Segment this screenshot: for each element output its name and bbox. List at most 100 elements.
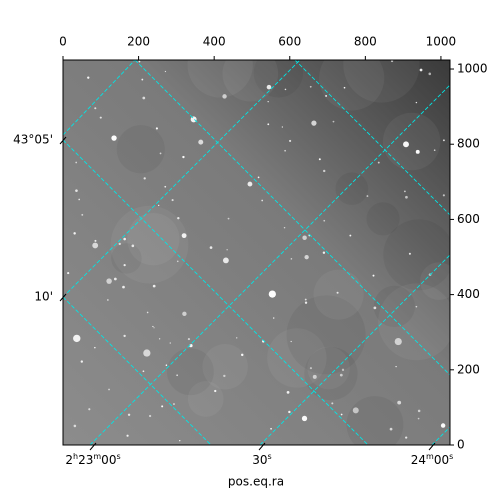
cloud xyxy=(127,212,180,266)
star xyxy=(88,408,91,411)
star xyxy=(181,233,187,239)
cloud xyxy=(111,243,142,274)
star xyxy=(92,242,99,249)
grid-line xyxy=(134,60,450,376)
star xyxy=(190,116,197,123)
x-axis-label: pos.eq.ra xyxy=(228,475,284,489)
star xyxy=(209,246,213,249)
star xyxy=(148,414,152,418)
cloud xyxy=(202,344,248,390)
star xyxy=(304,254,309,260)
x-tick-label: 0 xyxy=(59,35,67,49)
ra-tick-label: 30s xyxy=(252,452,271,467)
star xyxy=(331,402,334,405)
y-tick-label: 400 xyxy=(457,287,480,301)
star xyxy=(389,427,393,431)
cloud xyxy=(382,112,441,171)
cloud xyxy=(187,60,253,98)
star xyxy=(106,278,112,284)
star xyxy=(123,237,126,241)
cloud xyxy=(319,60,385,111)
star xyxy=(440,423,446,428)
star xyxy=(302,235,307,240)
star xyxy=(247,181,253,187)
star xyxy=(67,272,70,275)
star xyxy=(158,204,160,207)
star xyxy=(339,373,343,377)
cloud xyxy=(307,346,350,390)
star xyxy=(108,388,110,391)
star xyxy=(155,127,158,130)
star xyxy=(372,274,375,277)
star xyxy=(261,199,264,202)
dec-tick xyxy=(59,136,67,145)
cloud xyxy=(420,262,450,300)
star xyxy=(318,158,321,161)
star xyxy=(152,325,154,328)
cloud xyxy=(383,219,450,291)
star xyxy=(267,123,270,126)
star xyxy=(158,338,161,340)
star xyxy=(290,340,292,343)
star xyxy=(268,290,276,298)
star xyxy=(126,434,129,437)
star xyxy=(226,249,228,251)
star xyxy=(366,195,369,198)
star xyxy=(283,226,286,229)
star xyxy=(87,76,90,79)
cloud xyxy=(222,60,279,102)
grid-line xyxy=(63,60,136,136)
star xyxy=(332,120,335,123)
star xyxy=(94,346,96,349)
star xyxy=(442,194,445,197)
cloud xyxy=(187,381,224,417)
ra-tick-label: 2h23m00s xyxy=(65,452,120,467)
x-tick-label: 400 xyxy=(203,35,226,49)
star xyxy=(270,427,272,430)
star xyxy=(143,177,146,180)
grid-line xyxy=(89,84,450,445)
star xyxy=(153,327,155,329)
stars xyxy=(67,60,450,445)
star xyxy=(143,349,151,357)
star xyxy=(138,60,141,63)
star xyxy=(131,244,135,248)
star xyxy=(73,232,76,235)
star xyxy=(322,251,326,254)
star xyxy=(164,70,167,73)
star xyxy=(417,409,421,413)
grid-line xyxy=(259,254,450,445)
star xyxy=(433,149,436,152)
cloud xyxy=(267,328,327,388)
star xyxy=(403,141,409,148)
y-tick-label: 800 xyxy=(457,137,480,151)
star xyxy=(290,258,293,260)
star xyxy=(235,337,238,339)
star xyxy=(187,338,191,341)
x-tick-label: 800 xyxy=(354,35,377,49)
frame xyxy=(62,59,451,446)
star xyxy=(349,234,352,237)
cloud xyxy=(346,396,404,445)
y-tick-label: 200 xyxy=(457,362,480,376)
star xyxy=(165,364,168,366)
star xyxy=(171,199,174,202)
star xyxy=(127,413,131,416)
star xyxy=(164,185,167,188)
star xyxy=(336,291,339,294)
star xyxy=(222,94,227,99)
y-tick-label: 0 xyxy=(457,438,465,452)
star xyxy=(352,407,359,414)
star xyxy=(288,410,291,414)
star xyxy=(340,413,343,416)
star xyxy=(415,149,420,154)
dec-tick-label: 10' xyxy=(34,290,53,304)
grid-line xyxy=(63,60,301,298)
star xyxy=(240,353,244,357)
ra-tick xyxy=(258,442,266,451)
y-tick-label: 600 xyxy=(457,212,480,226)
cloud xyxy=(110,205,189,284)
star xyxy=(323,219,326,222)
dec-tick xyxy=(59,293,67,302)
